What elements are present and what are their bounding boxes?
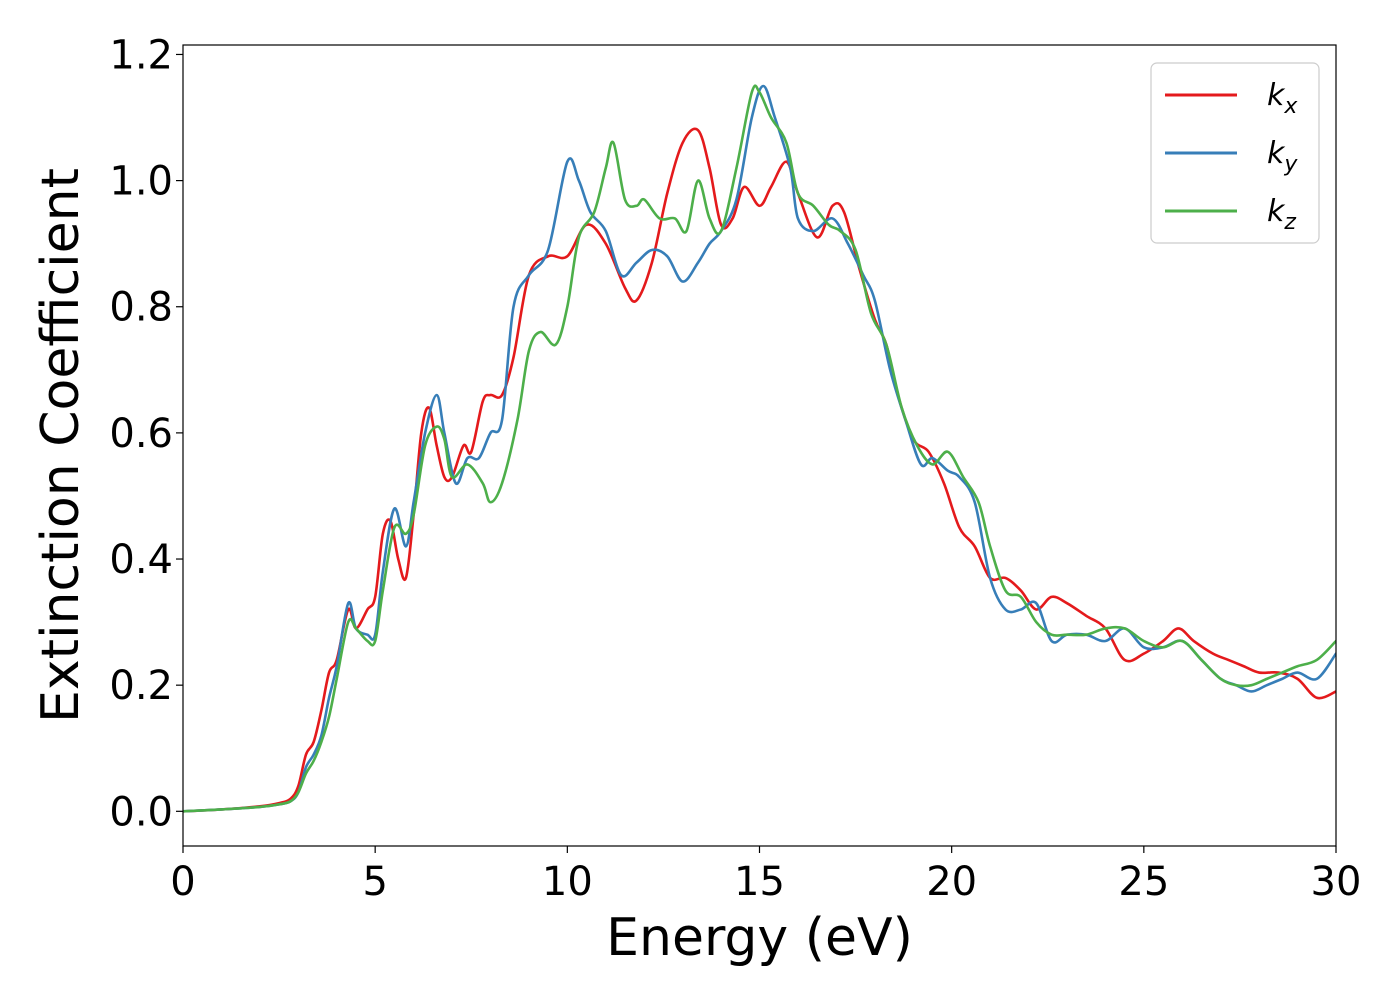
y-axis-title: Extinction Coefficient (31, 168, 91, 723)
series-layer (183, 84, 1336, 813)
x-tick-label: 20 (926, 859, 977, 905)
x-axis-title: Energy (eV) (606, 908, 913, 968)
series-line-kx (183, 127, 1336, 813)
series-line-kz (183, 84, 1336, 813)
legend-entry-kx: kx (1165, 78, 1298, 119)
y-tick-label: 1.2 (109, 32, 173, 78)
y-tick-label: 0.0 (109, 789, 173, 835)
y-tick-label: 0.6 (109, 411, 173, 457)
x-tick-label: 30 (1311, 859, 1362, 905)
x-tick-label: 25 (1118, 859, 1169, 905)
x-tick-label: 0 (170, 859, 195, 905)
x-tick-label: 15 (734, 859, 785, 905)
y-tick-label: 1.0 (109, 159, 173, 205)
y-tick-label: 0.8 (109, 285, 173, 331)
x-tick-label: 5 (362, 859, 387, 905)
y-tick-label: 0.2 (109, 663, 173, 709)
y-tick-label: 0.4 (109, 537, 173, 583)
ticks-layer: 0 5 10 15 20 25 30 0.0 0.2 0.4 0.6 0.8 1.0 1.2 (109, 32, 1361, 905)
x-tick-label: 10 (542, 859, 593, 905)
series-line-ky (183, 84, 1336, 813)
